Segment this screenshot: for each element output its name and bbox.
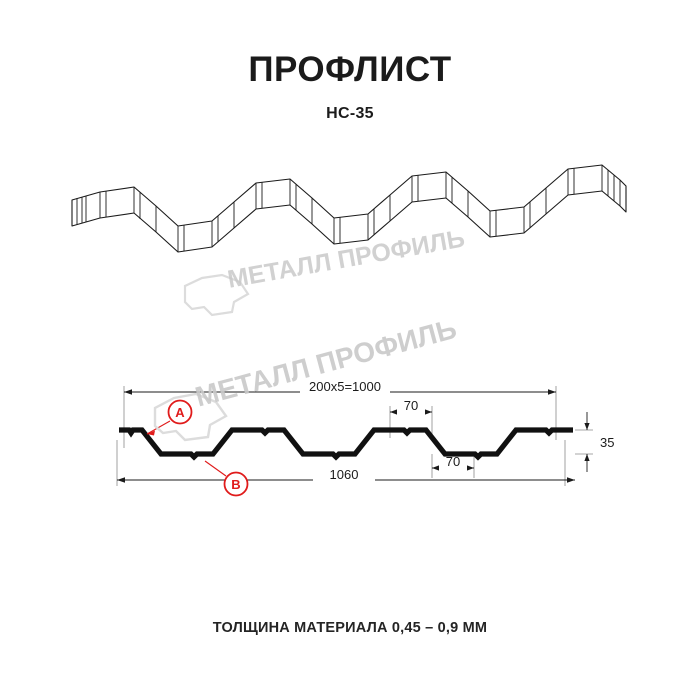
callout-a-label: A — [175, 405, 185, 420]
dimension-crest-width-label: 70 — [404, 398, 418, 413]
profile-outline — [119, 427, 573, 461]
dimension-pitch-total-label: 200x5=1000 — [309, 379, 381, 394]
profile-cross-section: 200x5=1000 70 70 — [95, 378, 635, 508]
title-block: ПРОФЛИСТ НС-35 — [0, 52, 700, 123]
dimension-crest-width: 70 — [390, 398, 432, 415]
dimension-pitch-total: 200x5=1000 — [124, 379, 556, 395]
dimension-profile-height: 35 — [584, 412, 614, 472]
dimension-trough-width: 70 — [432, 454, 474, 471]
callout-a: A — [146, 399, 193, 436]
callout-b: B — [204, 460, 249, 497]
isometric-profile-sheet — [60, 164, 640, 313]
material-thickness-note: ТОЛЩИНА МАТЕРИАЛА 0,45 – 0,9 ММ — [212, 620, 488, 636]
dimension-overall-width: 1060 — [117, 467, 575, 483]
dimension-trough-width-label: 70 — [446, 454, 460, 469]
callout-b-label: B — [231, 477, 240, 492]
model-designation: НС-35 — [326, 105, 374, 122]
page-title: ПРОФЛИСТ — [248, 50, 452, 89]
dimension-overall-width-label: 1060 — [330, 467, 359, 482]
dimension-profile-height-label: 35 — [600, 435, 614, 450]
